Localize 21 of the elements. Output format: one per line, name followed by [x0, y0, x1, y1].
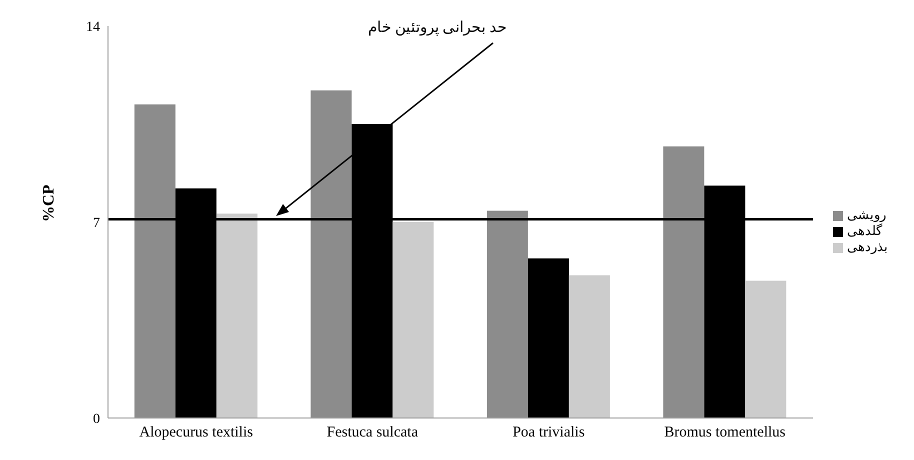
- x-tick-label: Bromus tomentellus: [664, 424, 786, 441]
- y-tick-label: 14: [86, 20, 100, 35]
- bar: [486, 210, 528, 418]
- bar: [663, 146, 704, 418]
- annotation: حد بحرانی پروتئین خام: [368, 19, 506, 37]
- x-tick-label: Alopecurus textilis: [139, 424, 254, 441]
- legend-label: گلدهی: [847, 222, 882, 238]
- bar: [134, 104, 176, 418]
- y-tick-label: 7: [93, 216, 100, 231]
- legend-label: بذردهی: [847, 238, 888, 254]
- bar: [216, 214, 258, 418]
- y-tick-label: 0: [93, 412, 100, 427]
- bar: [568, 275, 610, 418]
- bar: [528, 258, 569, 418]
- bar: [310, 90, 352, 418]
- y-axis-title: %CP: [40, 184, 58, 222]
- bar: [392, 222, 434, 418]
- x-tick-label: Poa trivialis: [512, 424, 585, 441]
- x-tick-label: Festuca sulcata: [326, 424, 418, 441]
- bar: [745, 280, 786, 418]
- legend-label: رویشی: [847, 206, 886, 222]
